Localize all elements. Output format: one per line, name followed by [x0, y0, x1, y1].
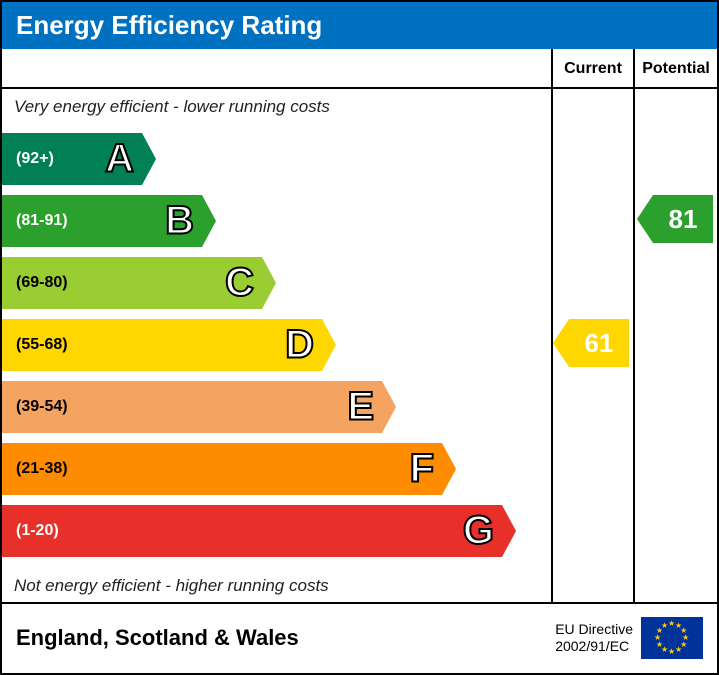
band-bar-e: (39-54) E [2, 381, 382, 433]
band-row-f: (21-38) F [2, 441, 442, 497]
band-letter: E [347, 385, 374, 430]
band-bar-b: (81-91) B [2, 195, 202, 247]
band-row-g: (1-20) G [2, 503, 502, 559]
potential-marker-tail [637, 195, 653, 243]
band-row-c: (69-80) C [2, 255, 262, 311]
band-arrow-tip [262, 257, 276, 309]
epc-chart: Energy Efficiency Rating Very energy eff… [0, 0, 719, 675]
band-letter: D [285, 323, 314, 368]
band-row-e: (39-54) E [2, 379, 382, 435]
eu-flag-icon: ★★★★★★★★★★★★ [641, 617, 703, 659]
caption-efficient: Very energy efficient - lower running co… [14, 97, 330, 117]
current-column: Current 61 [553, 49, 635, 602]
chart-title: Energy Efficiency Rating [2, 2, 717, 49]
band-letter: F [410, 447, 434, 492]
band-range-label: (21-38) [16, 460, 68, 478]
bands-header [2, 49, 551, 89]
caption-inefficient: Not energy efficient - higher running co… [14, 576, 329, 596]
potential-marker: 81 [653, 195, 713, 243]
band-letter: C [225, 261, 254, 306]
current-marker: 61 [569, 319, 629, 367]
band-arrow-tip [202, 195, 216, 247]
band-letter: A [105, 137, 134, 182]
band-bar-a: (92+) A [2, 133, 142, 185]
footer-directive: EU Directive 2002/91/EC ★★★★★★★★★★★★ [555, 617, 703, 659]
band-letter: G [463, 509, 494, 554]
bands-column: Very energy efficient - lower running co… [2, 49, 553, 602]
band-arrow-tip [442, 443, 456, 495]
band-bar-f: (21-38) F [2, 443, 442, 495]
current-header: Current [553, 49, 633, 89]
directive-line1: EU Directive [555, 621, 633, 638]
band-row-b: (81-91) B [2, 193, 202, 249]
band-bar-c: (69-80) C [2, 257, 262, 309]
band-range-label: (55-68) [16, 336, 68, 354]
band-row-d: (55-68) D [2, 317, 322, 373]
potential-header: Potential [635, 49, 717, 89]
eu-star-icon: ★ [675, 645, 682, 655]
bands-area: Very energy efficient - lower running co… [2, 89, 551, 604]
eu-star-icon: ★ [668, 647, 675, 657]
potential-area: 81 [635, 89, 717, 604]
band-letter: B [165, 199, 194, 244]
band-arrow-tip [322, 319, 336, 371]
band-row-a: (92+) A [2, 131, 142, 187]
band-range-label: (92+) [16, 150, 54, 168]
band-bar-g: (1-20) G [2, 505, 502, 557]
band-range-label: (1-20) [16, 522, 59, 540]
directive-line2: 2002/91/EC [555, 638, 633, 655]
potential-column: Potential 81 [635, 49, 717, 602]
band-range-label: (69-80) [16, 274, 68, 292]
current-area: 61 [553, 89, 633, 604]
band-arrow-tip [502, 505, 516, 557]
chart-footer: England, Scotland & Wales EU Directive 2… [2, 604, 717, 672]
main-area: Very energy efficient - lower running co… [2, 49, 717, 604]
band-arrow-tip [382, 381, 396, 433]
potential-value: 81 [669, 204, 698, 235]
footer-region: England, Scotland & Wales [16, 625, 299, 651]
eu-star-icon: ★ [661, 621, 668, 631]
band-bar-d: (55-68) D [2, 319, 322, 371]
band-range-label: (81-91) [16, 212, 68, 230]
band-range-label: (39-54) [16, 398, 68, 416]
directive-text: EU Directive 2002/91/EC [555, 621, 633, 655]
band-arrow-tip [142, 133, 156, 185]
current-value: 61 [585, 328, 614, 359]
current-marker-tail [553, 319, 569, 367]
